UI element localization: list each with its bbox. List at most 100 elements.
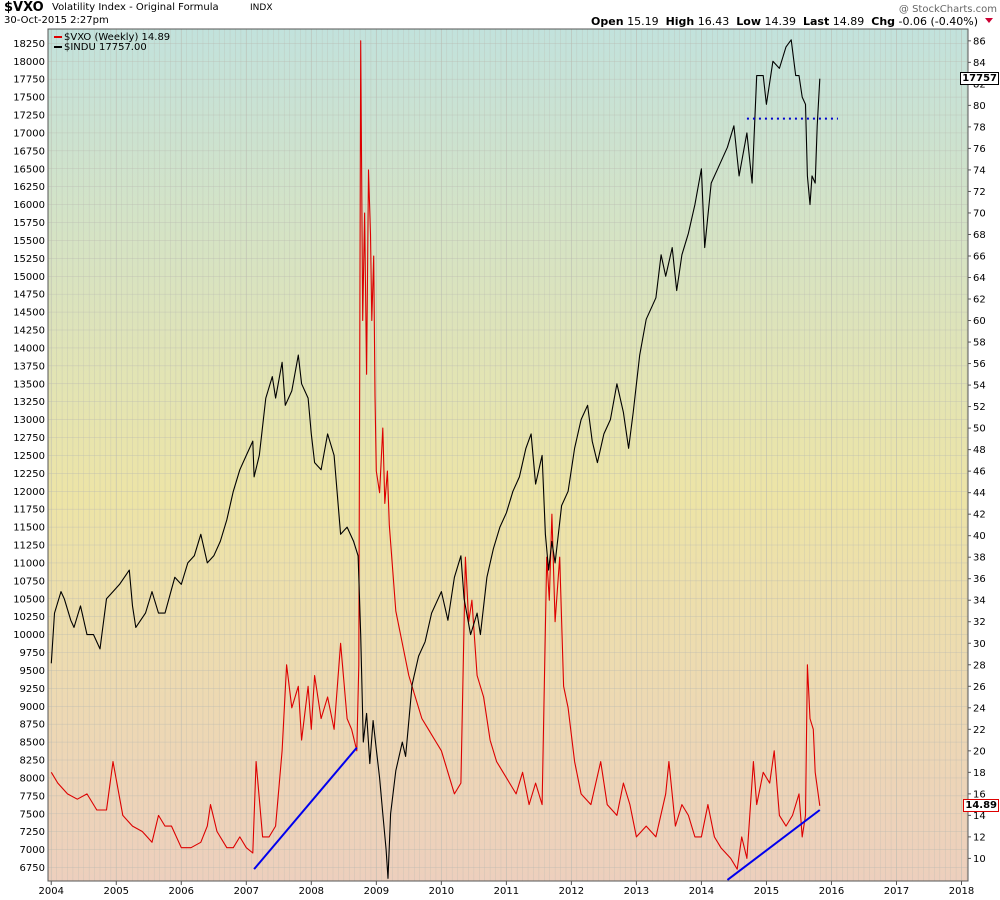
- x-tick-label: 2016: [819, 886, 844, 897]
- right-tick-label: 48: [973, 445, 986, 456]
- low-label: Low: [736, 15, 761, 28]
- left-tick-label: 12750: [13, 433, 45, 444]
- left-tick-label: 15000: [13, 272, 45, 283]
- down-arrow-icon: [985, 18, 993, 23]
- right-tick-label: 20: [973, 746, 986, 757]
- left-tick-label: 10000: [13, 630, 45, 641]
- left-tick-label: 17000: [13, 128, 45, 139]
- high-label: High: [665, 15, 695, 28]
- right-tick-label: 14: [973, 811, 986, 822]
- right-tick-label: 26: [973, 682, 986, 693]
- grid-lines: [48, 29, 968, 881]
- left-tick-label: 9750: [20, 648, 45, 659]
- left-tick-label: 11250: [13, 541, 45, 552]
- right-tick-label: 52: [973, 402, 986, 413]
- right-tick-label: 28: [973, 660, 986, 671]
- left-tick-label: 11750: [13, 505, 45, 516]
- right-tick-label: 42: [973, 510, 986, 521]
- left-tick-label: 12000: [13, 487, 45, 498]
- left-tick-label: 8000: [20, 773, 45, 784]
- left-tick-label: 7250: [20, 827, 45, 838]
- last-value: 14.89: [832, 15, 865, 28]
- right-tick-label: 70: [973, 208, 986, 219]
- right-tick-label: 16: [973, 789, 986, 800]
- right-tick-label: 74: [973, 165, 986, 176]
- left-tick-label: 10500: [13, 594, 45, 605]
- left-tick-label: 10750: [13, 576, 45, 587]
- right-tick-label: 12: [973, 832, 986, 843]
- left-tick-label: 13750: [13, 361, 45, 372]
- x-tick-label: 2014: [689, 886, 714, 897]
- right-tick-label: 32: [973, 617, 986, 628]
- chart-title-symbol: $VXO: [4, 0, 44, 15]
- last-label: Last: [803, 15, 830, 28]
- annotation-layer: [253, 117, 838, 881]
- x-tick-label: 2009: [364, 886, 389, 897]
- left-tick-label: 15250: [13, 254, 45, 265]
- right-tick-label: 62: [973, 295, 986, 306]
- low-value: 14.39: [764, 15, 797, 28]
- open-value: 15.19: [627, 15, 659, 28]
- right-tick-label: 24: [973, 703, 986, 714]
- legend-vxo-label: $VXO (Weekly) 14.89: [64, 32, 171, 43]
- left-tick-label: 18000: [13, 57, 45, 68]
- right-tick-label: 58: [973, 338, 986, 349]
- left-tick-label: 7500: [20, 809, 45, 820]
- chart-title-exchange: INDX: [250, 3, 273, 13]
- left-tick-label: 9000: [20, 702, 45, 713]
- right-tick-label: 38: [973, 553, 986, 564]
- right-axis: 10 12 14 16 18 20 22 24 26 28 30 32 34 36 38 40 42 44 46 48…: [968, 36, 986, 865]
- last-value-badge-indu: 17757: [960, 71, 999, 85]
- right-tick-label: 54: [973, 381, 986, 392]
- right-tick-label: 40: [973, 531, 986, 542]
- x-tick-label: 2006: [169, 886, 194, 897]
- right-tick-label: 46: [973, 467, 986, 478]
- right-tick-label: 84: [973, 58, 986, 69]
- open-label: Open: [591, 15, 624, 28]
- right-tick-label: 76: [973, 144, 986, 155]
- left-tick-label: 16250: [13, 182, 45, 193]
- x-tick-label: 2008: [299, 886, 324, 897]
- right-tick-label: 34: [973, 596, 986, 607]
- right-tick-label: 36: [973, 574, 986, 585]
- left-tick-label: 9500: [20, 666, 45, 677]
- left-axis: 6750 7000 7250 7500 7750 8000 8250 8500 8750 9000…: [13, 39, 45, 874]
- right-tick-label: 68: [973, 230, 986, 241]
- high-value: 16.43: [697, 15, 730, 28]
- right-tick-label: 66: [973, 251, 986, 262]
- right-tick-label: 78: [973, 122, 986, 133]
- left-tick-label: 15750: [13, 218, 45, 229]
- right-tick-label: 10: [973, 854, 986, 865]
- left-tick-label: 17250: [13, 111, 45, 122]
- trendline-0: [253, 746, 358, 870]
- left-tick-label: 15500: [13, 236, 45, 247]
- chg-label: Chg: [871, 15, 896, 28]
- left-tick-label: 11500: [13, 523, 45, 534]
- legend-vxo[interactable]: $VXO (Weekly) 14.89: [54, 32, 170, 43]
- left-tick-label: 8500: [20, 738, 45, 749]
- left-tick-label: 16750: [13, 146, 45, 157]
- chg-value: -0.06 (-0.40%): [898, 15, 978, 28]
- left-tick-label: 11000: [13, 558, 45, 569]
- left-tick-label: 18250: [13, 39, 45, 50]
- left-tick-label: 14750: [13, 290, 45, 301]
- right-tick-label: 60: [973, 316, 986, 327]
- left-tick-label: 9250: [20, 684, 45, 695]
- legend-indu-swatch-icon: [54, 46, 62, 48]
- plot-frame: [47, 28, 969, 882]
- series-line-indu: [50, 39, 821, 879]
- trendline-1: [726, 809, 821, 881]
- x-tick-label: 2015: [754, 886, 779, 897]
- right-tick-label: 22: [973, 725, 986, 736]
- stockcharts-watermark[interactable]: @ StockCharts.com: [898, 4, 997, 15]
- left-tick-label: 8750: [20, 720, 45, 731]
- left-tick-label: 13250: [13, 397, 45, 408]
- series-line-vxo: [50, 40, 821, 870]
- left-tick-label: 14500: [13, 308, 45, 319]
- legend-indu[interactable]: $INDU 17757.00: [54, 42, 147, 53]
- left-tick-label: 10250: [13, 612, 45, 623]
- quote-stats: Open 15.19 High 16.43 Low 14.39 Last 14.…: [591, 15, 978, 28]
- right-tick-label: 86: [973, 36, 986, 47]
- left-tick-label: 13500: [13, 379, 45, 390]
